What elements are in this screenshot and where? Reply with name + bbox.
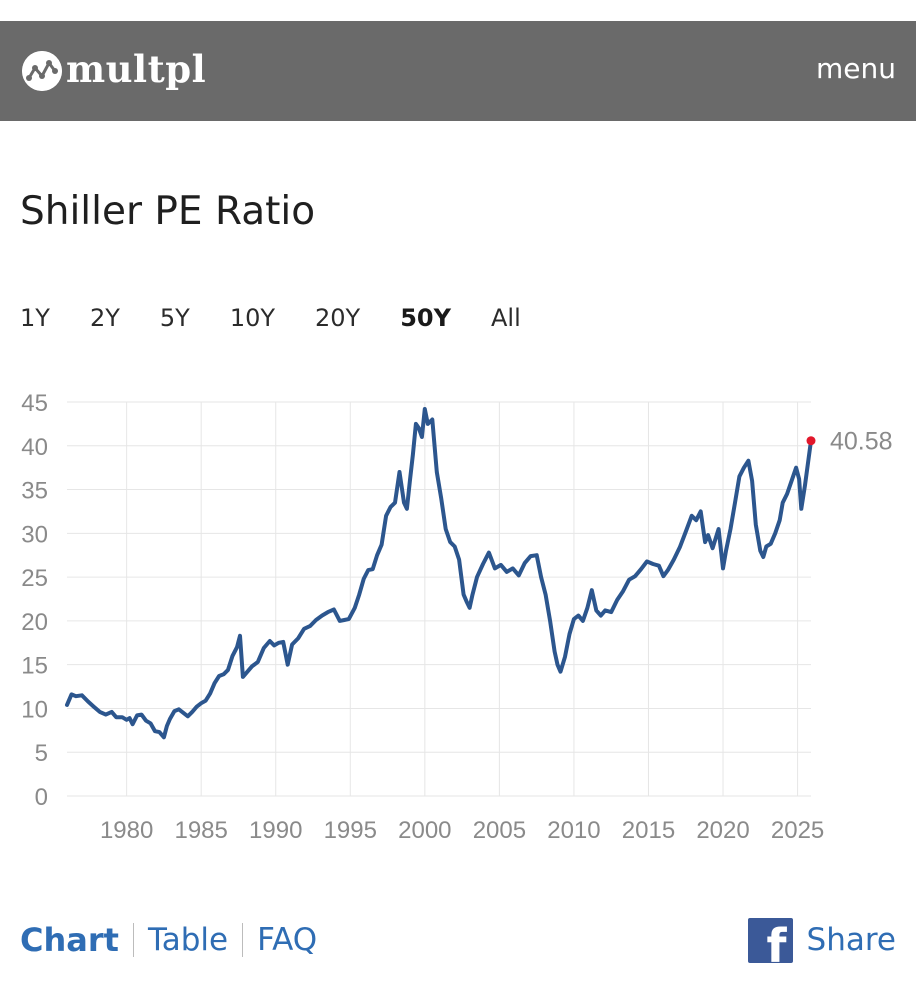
x-tick-label: 1980	[100, 817, 153, 844]
x-tick-label: 2015	[622, 817, 675, 844]
y-tick-label: 35	[21, 478, 48, 505]
menu-button[interactable]: menu	[816, 52, 896, 85]
grid-lines	[67, 401, 811, 797]
y-tick-label: 5	[35, 740, 48, 767]
y-tick-label: 25	[21, 565, 48, 592]
y-tick-label: 15	[21, 653, 48, 680]
range-20y[interactable]: 20Y	[315, 304, 361, 332]
last-value-point	[806, 436, 816, 446]
chart-logo-icon	[22, 51, 62, 91]
y-axis-ticks: 0 5 10 15 20 25 30 35 40 45	[21, 390, 48, 811]
last-value-label: 40.58	[830, 428, 893, 456]
chart-link[interactable]: Chart	[20, 921, 119, 959]
faq-link[interactable]: FAQ	[257, 922, 318, 958]
x-tick-label: 2000	[398, 817, 451, 844]
divider	[242, 923, 244, 957]
x-tick-label: 1985	[174, 817, 227, 844]
series-line-shiller-pe	[65, 407, 813, 740]
range-5y[interactable]: 5Y	[159, 304, 190, 332]
x-tick-label: 2025	[771, 817, 824, 844]
facebook-icon: f	[747, 917, 793, 969]
footer-nav: Chart Table FAQ	[20, 916, 317, 964]
y-tick-label: 40	[21, 434, 48, 461]
y-tick-label: 10	[21, 696, 48, 723]
x-tick-label: 1990	[249, 817, 302, 844]
table-link[interactable]: Table	[147, 922, 229, 958]
x-axis-ticks: 1980 1985 1990 1995 2000 2005 2010 2015 2020 2025	[100, 817, 824, 844]
range-2y[interactable]: 2Y	[89, 304, 120, 332]
x-tick-label: 1995	[324, 817, 377, 844]
multpl-logo[interactable]: multpl	[22, 49, 206, 93]
range-1y[interactable]: 1Y	[20, 304, 50, 332]
range-10y[interactable]: 10Y	[229, 304, 276, 332]
y-tick-label: 30	[21, 521, 48, 548]
y-tick-label: 0	[35, 784, 48, 811]
header-bar: multpl menu	[0, 21, 916, 121]
share-button[interactable]: f Share	[747, 916, 896, 969]
range-50y[interactable]: 50Y	[400, 304, 451, 332]
logo-text: multpl	[66, 47, 207, 91]
divider	[132, 923, 134, 957]
range-selector: 1Y 2Y 5Y 10Y 20Y 50Y All	[20, 300, 561, 336]
range-all[interactable]: All	[491, 304, 521, 332]
x-tick-label: 2010	[547, 817, 600, 844]
y-tick-label: 20	[21, 609, 48, 636]
share-label: Share	[806, 922, 896, 958]
y-tick-label: 45	[21, 390, 48, 417]
page-title: Shiller PE Ratio	[20, 189, 316, 234]
x-tick-label: 2020	[696, 817, 749, 844]
x-tick-label: 2005	[473, 817, 526, 844]
